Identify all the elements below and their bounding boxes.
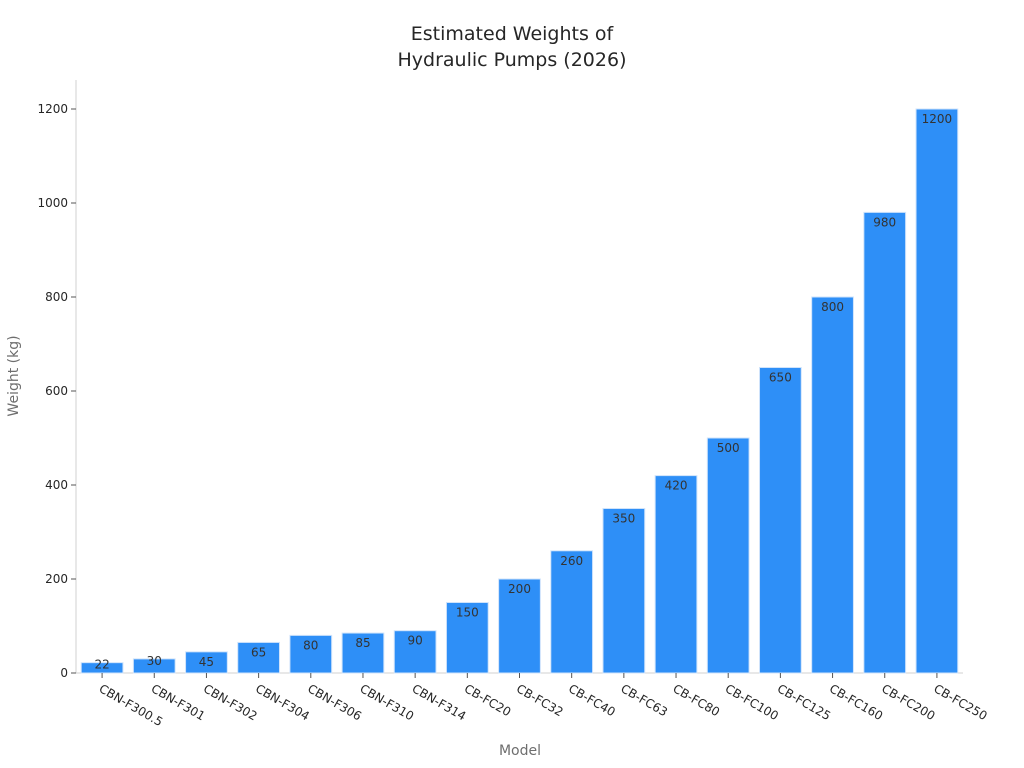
bar (706, 437, 750, 674)
bar-value-label: 30 (147, 654, 162, 668)
bar (237, 641, 280, 674)
x-tick-label: CBN-F314 (410, 681, 469, 723)
bar-value-label: 350 (612, 512, 635, 526)
bar-value-label: 150 (456, 606, 479, 620)
bar (289, 634, 333, 674)
bar-value-label: 500 (717, 441, 740, 455)
bar-value-label: 85 (355, 636, 370, 650)
bar-value-label: 200 (508, 582, 531, 596)
x-tick-label: CB-FC20 (462, 681, 514, 719)
bar (811, 296, 854, 674)
bar (915, 108, 959, 674)
chart-title-line: Estimated Weights of (411, 23, 615, 45)
bar (498, 578, 541, 674)
chart-title-line: Hydraulic Pumps (2026) (398, 49, 627, 71)
x-tick-label: CB-FC160 (827, 681, 885, 723)
y-tick-label: 200 (45, 572, 68, 586)
y-tick-label: 800 (45, 290, 68, 304)
y-tick-label: 0 (60, 666, 68, 680)
x-tick-label: CB-FC125 (775, 681, 833, 723)
x-tick-label: CB-FC200 (879, 681, 937, 723)
bar (759, 367, 802, 674)
bar-value-label: 65 (251, 645, 266, 659)
x-tick-label: CB-FC250 (931, 681, 989, 723)
bar-value-label: 22 (94, 658, 109, 672)
x-tick-label: CBN-F306 (305, 681, 364, 723)
bar-value-label: 260 (560, 554, 583, 568)
y-axis-label: Weight (kg) (6, 335, 22, 416)
x-tick-label: CB-FC40 (566, 681, 618, 719)
chart-title: Estimated Weights of Hydraulic Pumps (202… (398, 23, 627, 71)
bar-value-label: 80 (303, 638, 318, 652)
bars: 22CBN-F300.530CBN-F30145CBN-F30265CBN-F3… (80, 108, 990, 729)
x-tick-label: CBN-F302 (201, 681, 260, 723)
x-axis-label: Model (499, 743, 541, 759)
x-tick-label: CB-FC100 (723, 681, 781, 723)
x-tick-label: CBN-F310 (357, 681, 416, 723)
bar-value-label: 420 (665, 479, 688, 493)
y-tick-label: 400 (45, 478, 68, 492)
bar (341, 632, 385, 674)
bar-value-label: 90 (408, 634, 423, 648)
bar-value-label: 650 (769, 371, 792, 385)
x-tick-label: CB-FC63 (618, 681, 670, 719)
bar-value-label: 45 (199, 655, 214, 669)
bar (863, 211, 907, 674)
x-tick-label: CBN-F304 (253, 681, 312, 723)
bar (445, 602, 489, 674)
y-tick-label: 600 (45, 384, 68, 398)
x-tick-label: CB-FC80 (671, 681, 723, 719)
bar-value-label: 980 (873, 215, 896, 229)
bar (602, 508, 646, 674)
bar-value-label: 800 (821, 300, 844, 314)
x-tick-label: CB-FC32 (514, 681, 566, 719)
bar-value-label: 1200 (922, 112, 953, 126)
bar (654, 475, 698, 674)
y-tick-label: 1200 (37, 102, 68, 116)
y-tick-label: 1000 (37, 196, 68, 210)
bar (550, 550, 594, 674)
